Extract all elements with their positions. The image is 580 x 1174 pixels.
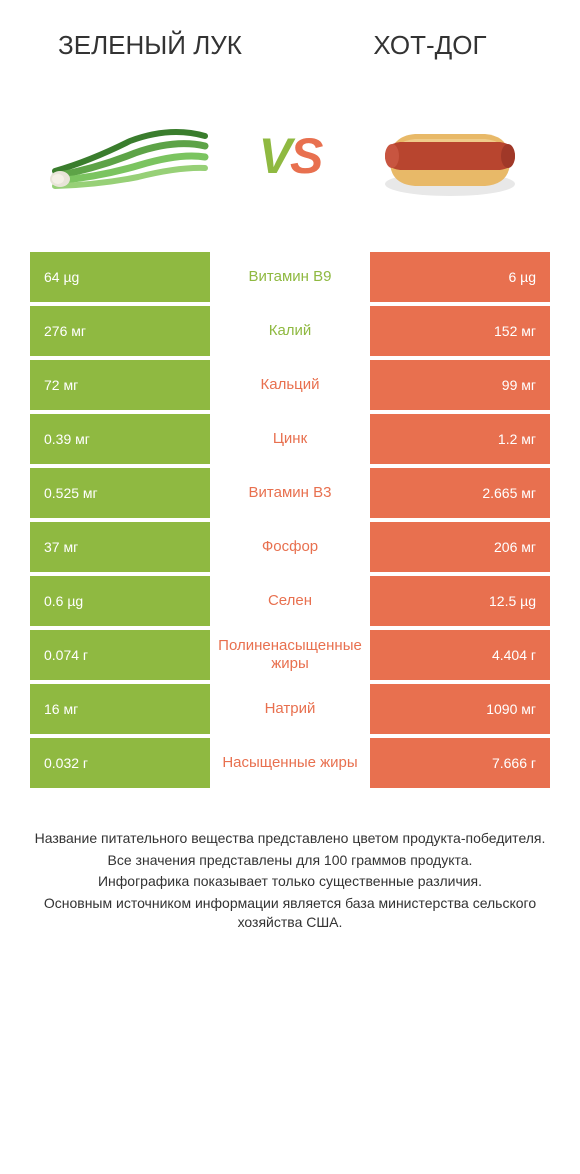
left-value-bar: 0.39 мг [30, 414, 210, 464]
right-bar-container: 1090 мг [370, 683, 550, 735]
right-value-bar: 206 мг [370, 522, 550, 572]
right-value-bar: 152 мг [370, 306, 550, 356]
right-bar-container: 12.5 µg [370, 575, 550, 627]
footer-line: Название питательного вещества представл… [30, 829, 550, 849]
right-bar-container: 4.404 г [370, 629, 550, 681]
table-row: 16 мгНатрий1090 мг [30, 683, 550, 735]
right-value-bar: 1090 мг [370, 684, 550, 734]
table-row: 0.6 µgСелен12.5 µg [30, 575, 550, 627]
left-bar-container: 0.6 µg [30, 575, 210, 627]
right-value-bar: 99 мг [370, 360, 550, 410]
left-value-bar: 16 мг [30, 684, 210, 734]
right-value-bar: 7.666 г [370, 738, 550, 788]
table-row: 72 мгКальций99 мг [30, 359, 550, 411]
left-bar-container: 0.032 г [30, 737, 210, 789]
vs-v-letter: V [259, 128, 290, 184]
left-bar-container: 72 мг [30, 359, 210, 411]
table-row: 0.032 гНасыщенные жиры7.666 г [30, 737, 550, 789]
title-right: ХОТ-ДОГ [330, 30, 530, 61]
right-bar-container: 2.665 мг [370, 467, 550, 519]
table-row: 0.39 мгЦинк1.2 мг [30, 413, 550, 465]
right-value-bar: 12.5 µg [370, 576, 550, 626]
nutrient-label: Калий [210, 305, 370, 357]
left-bar-container: 0.525 мг [30, 467, 210, 519]
left-bar-container: 0.074 г [30, 629, 210, 681]
comparison-table: 64 µgВитамин B96 µg276 мгКалий152 мг72 м… [30, 251, 550, 789]
nutrient-label: Витамин B9 [210, 251, 370, 303]
nutrient-label: Цинк [210, 413, 370, 465]
nutrient-label: Полиненасыщенные жиры [210, 629, 370, 681]
header: ЗЕЛЕНЫЙ ЛУК ХОТ-ДОГ [0, 0, 580, 71]
left-value-bar: 0.074 г [30, 630, 210, 680]
left-bar-container: 37 мг [30, 521, 210, 573]
right-bar-container: 206 мг [370, 521, 550, 573]
hotdog-image [360, 91, 540, 221]
nutrient-label: Кальций [210, 359, 370, 411]
table-row: 0.074 гПолиненасыщенные жиры4.404 г [30, 629, 550, 681]
right-value-bar: 6 µg [370, 252, 550, 302]
green-onion-image [40, 91, 220, 221]
right-value-bar: 1.2 мг [370, 414, 550, 464]
table-row: 0.525 мгВитамин B32.665 мг [30, 467, 550, 519]
vs-badge: VS [259, 127, 322, 185]
right-bar-container: 152 мг [370, 305, 550, 357]
right-bar-container: 6 µg [370, 251, 550, 303]
vs-s-letter: S [290, 128, 321, 184]
left-value-bar: 64 µg [30, 252, 210, 302]
table-row: 37 мгФосфор206 мг [30, 521, 550, 573]
left-bar-container: 16 мг [30, 683, 210, 735]
footer-line: Инфографика показывает только существенн… [30, 872, 550, 892]
nutrient-label: Насыщенные жиры [210, 737, 370, 789]
right-value-bar: 4.404 г [370, 630, 550, 680]
hero-row: VS [0, 71, 580, 251]
nutrient-label: Витамин B3 [210, 467, 370, 519]
right-value-bar: 2.665 мг [370, 468, 550, 518]
footer-line: Все значения представлены для 100 граммо… [30, 851, 550, 871]
right-bar-container: 7.666 г [370, 737, 550, 789]
footer-notes: Название питательного вещества представл… [30, 829, 550, 933]
nutrient-label: Натрий [210, 683, 370, 735]
left-value-bar: 72 мг [30, 360, 210, 410]
left-bar-container: 276 мг [30, 305, 210, 357]
title-left: ЗЕЛЕНЫЙ ЛУК [50, 30, 250, 61]
left-bar-container: 0.39 мг [30, 413, 210, 465]
left-value-bar: 0.6 µg [30, 576, 210, 626]
left-value-bar: 37 мг [30, 522, 210, 572]
left-bar-container: 64 µg [30, 251, 210, 303]
right-bar-container: 99 мг [370, 359, 550, 411]
left-value-bar: 0.525 мг [30, 468, 210, 518]
left-value-bar: 276 мг [30, 306, 210, 356]
table-row: 64 µgВитамин B96 µg [30, 251, 550, 303]
footer-line: Основным источником информации является … [30, 894, 550, 933]
right-bar-container: 1.2 мг [370, 413, 550, 465]
nutrient-label: Фосфор [210, 521, 370, 573]
nutrient-label: Селен [210, 575, 370, 627]
table-row: 276 мгКалий152 мг [30, 305, 550, 357]
left-value-bar: 0.032 г [30, 738, 210, 788]
